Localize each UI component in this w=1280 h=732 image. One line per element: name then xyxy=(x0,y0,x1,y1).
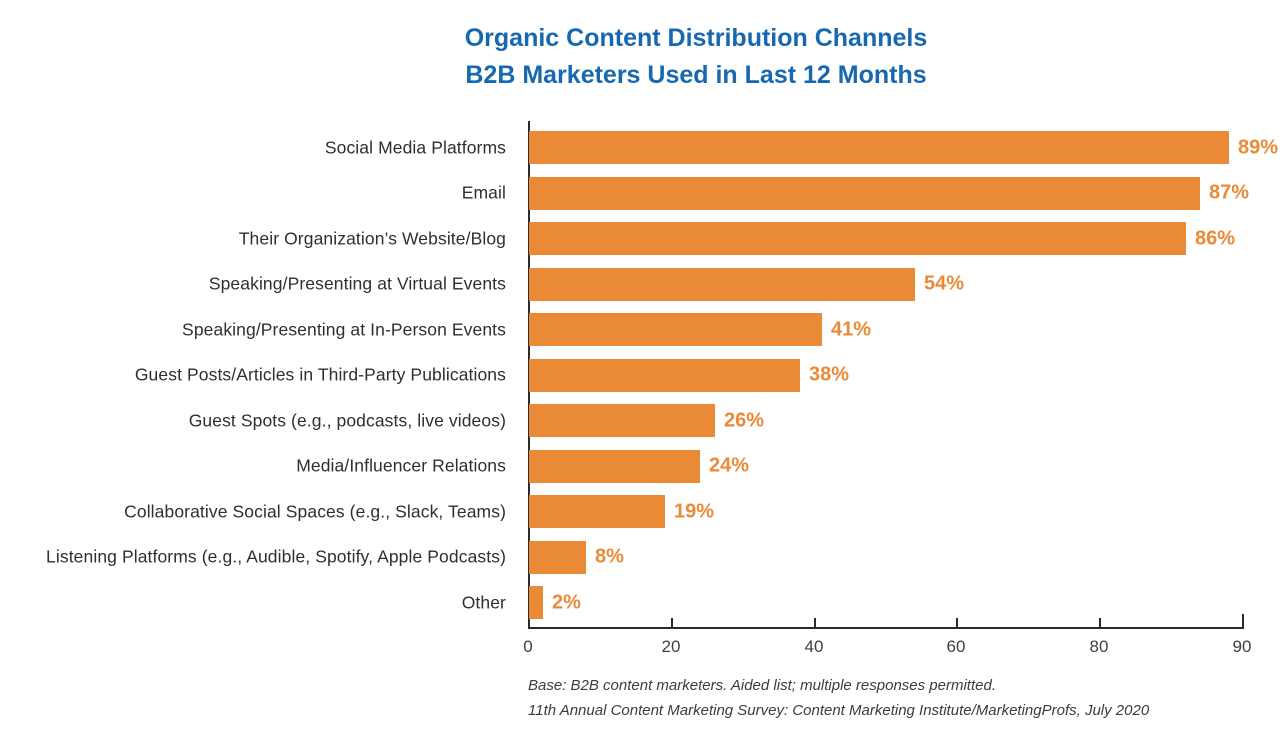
value-label: 87% xyxy=(1209,181,1250,204)
bar xyxy=(529,540,586,574)
value-label: 24% xyxy=(709,454,750,477)
value-label: 19% xyxy=(674,500,715,522)
x-tick-label: 90 xyxy=(1232,637,1252,656)
category-label: Listening Platforms (e.g., Audible, Spot… xyxy=(46,546,506,567)
value-label: 26% xyxy=(724,409,765,431)
x-tick-label: 20 xyxy=(661,637,681,656)
category-label: Other xyxy=(461,592,506,612)
x-tick-mark xyxy=(671,618,673,627)
footnote-line1: Base: B2B content marketers. Aided list;… xyxy=(528,677,996,694)
category-label: Email xyxy=(461,182,506,203)
bar-row: Other 2% xyxy=(0,586,1280,619)
category-label: Guest Posts/Articles in Third-Party Publ… xyxy=(134,364,506,385)
bar-row: Social Media Platforms 89% xyxy=(0,131,1280,164)
bar-row: Guest Spots (e.g., podcasts, live videos… xyxy=(0,404,1280,437)
bar xyxy=(529,176,1200,210)
chart-title: Organic Content Distribution Channels B2… xyxy=(112,20,1280,94)
footnote-line2: 11th Annual Content Marketing Survey: Co… xyxy=(528,702,1150,719)
bar-row: Media/Influencer Relations 24% xyxy=(0,449,1280,483)
x-tick-label: 0 xyxy=(523,637,533,656)
bar-row: Listening Platforms (e.g., Audible, Spot… xyxy=(0,540,1280,574)
value-label: 41% xyxy=(831,318,872,340)
value-label: 54% xyxy=(924,272,965,295)
x-tick-label: 80 xyxy=(1089,637,1109,656)
bar-row: Email 87% xyxy=(0,176,1280,210)
bar xyxy=(529,358,800,392)
category-label: Collaborative Social Spaces (e.g., Slack… xyxy=(124,501,506,521)
bar-row: Guest Posts/Articles in Third-Party Publ… xyxy=(0,358,1280,392)
chart-title-line2: B2B Marketers Used in Last 12 Months xyxy=(465,61,927,89)
bar-row: Collaborative Social Spaces (e.g., Slack… xyxy=(0,495,1280,528)
bar-row: Speaking/Presenting at In-Person Events … xyxy=(0,313,1280,346)
x-tick-mark xyxy=(1242,614,1244,627)
category-label: Media/Influencer Relations xyxy=(296,455,506,476)
bar xyxy=(529,131,1229,164)
bar xyxy=(529,586,543,619)
x-axis-line xyxy=(528,627,1244,629)
x-tick-label: 40 xyxy=(804,637,824,656)
bar xyxy=(529,449,700,483)
x-tick-label: 60 xyxy=(946,637,966,656)
value-label: 2% xyxy=(552,591,581,613)
value-label: 38% xyxy=(809,363,850,386)
category-label: Their Organization’s Website/Blog xyxy=(238,228,506,248)
value-label: 8% xyxy=(595,545,624,568)
x-tick-mark xyxy=(814,618,816,627)
bar xyxy=(529,222,1186,255)
bar xyxy=(529,404,715,437)
chart-title-line1: Organic Content Distribution Channels xyxy=(464,24,928,52)
bar xyxy=(529,267,915,301)
category-label: Speaking/Presenting at In-Person Events xyxy=(182,319,506,339)
category-label: Social Media Platforms xyxy=(324,137,506,157)
value-label: 89% xyxy=(1238,136,1279,158)
x-tick-mark xyxy=(956,618,958,627)
category-label: Speaking/Presenting at Virtual Events xyxy=(208,273,506,294)
bar xyxy=(529,313,822,346)
bar-row: Their Organization’s Website/Blog 86% xyxy=(0,222,1280,255)
category-label: Guest Spots (e.g., podcasts, live videos… xyxy=(188,410,506,430)
value-label: 86% xyxy=(1195,227,1236,249)
bar-row: Speaking/Presenting at Virtual Events 54… xyxy=(0,267,1280,301)
x-tick-mark xyxy=(1099,618,1101,627)
chart-footnote: Base: B2B content marketers. Aided list;… xyxy=(528,673,1149,723)
bar xyxy=(529,495,665,528)
